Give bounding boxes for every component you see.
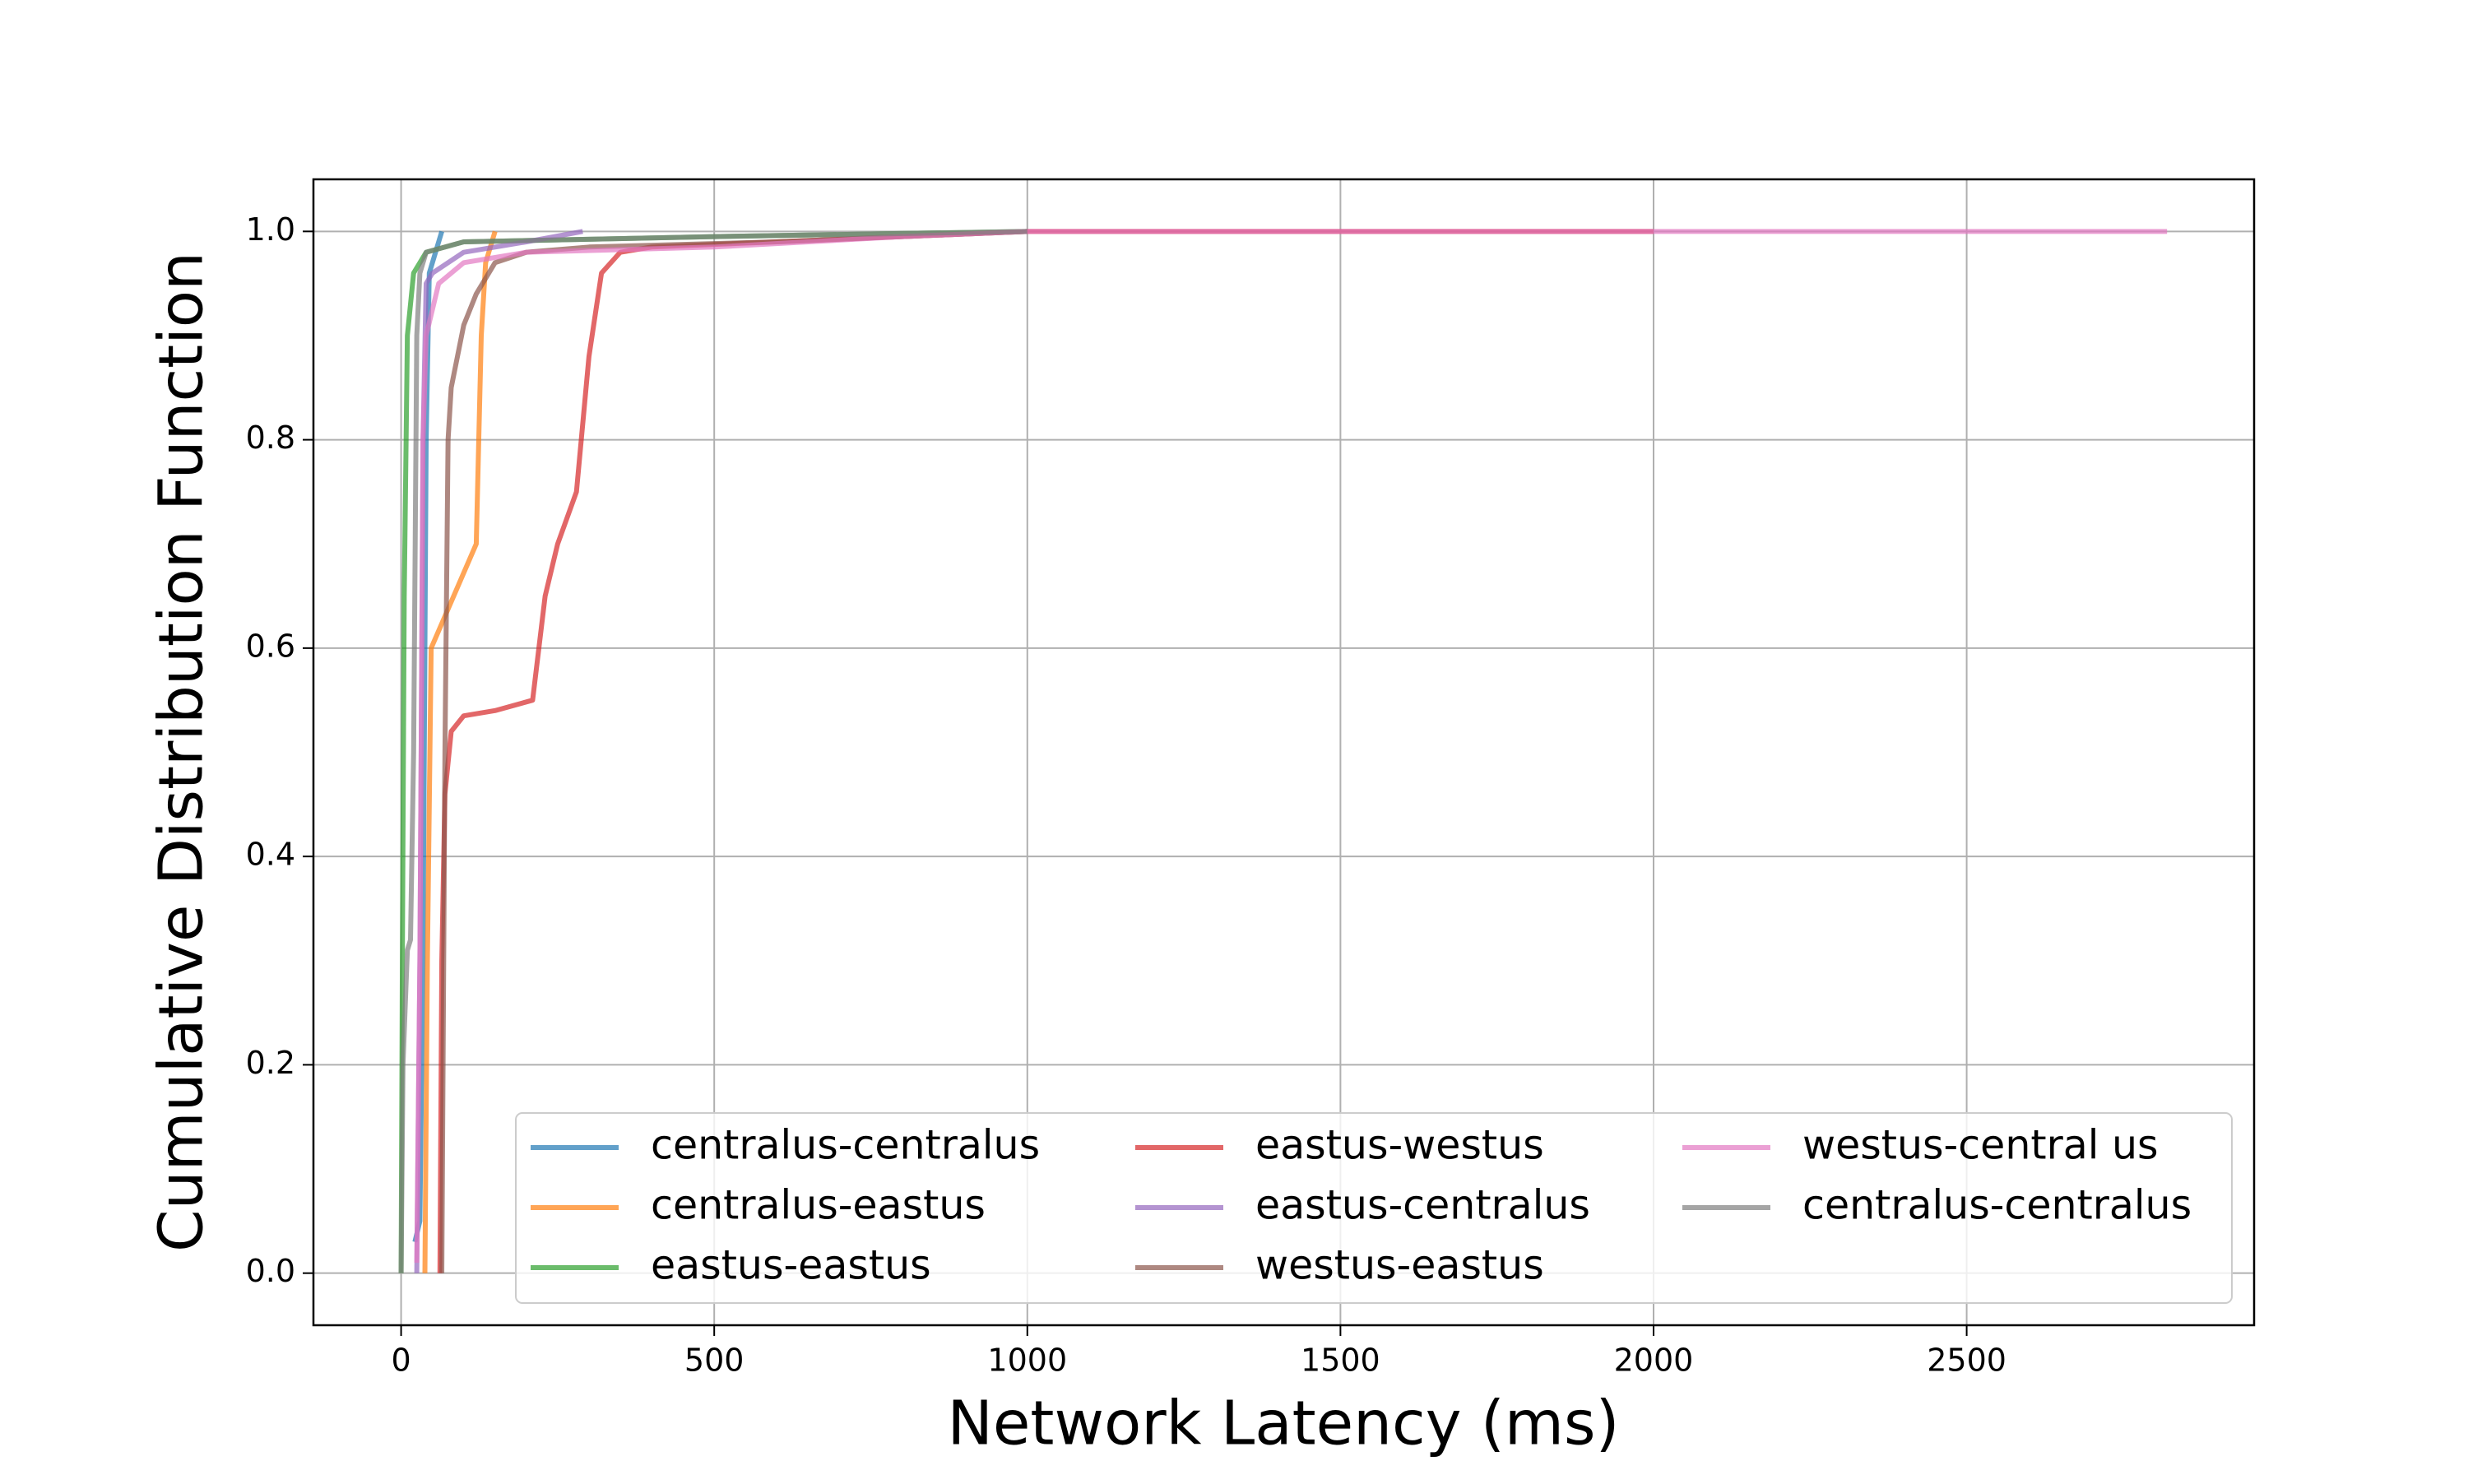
legend-label: eastus-centralus: [1255, 1182, 1590, 1229]
x-tick-label: 1000: [987, 1343, 1067, 1379]
legend-label: westus-central us: [1802, 1122, 2159, 1169]
y-tick-label: 0.0: [246, 1253, 295, 1289]
x-tick-label: 2000: [1614, 1343, 1694, 1379]
x-tick-label: 500: [684, 1343, 745, 1379]
plot-frame: [312, 178, 2256, 1327]
legend-label: centralus-centralus: [651, 1122, 1040, 1169]
y-tick-label: 0.8: [246, 420, 295, 456]
legend: centralus-centralus centralus-eastus eastu…: [515, 1112, 2233, 1304]
legend-label: eastus-eastus: [651, 1242, 931, 1289]
legend-label: centralus-centralus: [1802, 1182, 2192, 1229]
series-line: [414, 229, 2168, 1264]
x-tick-label: 0: [391, 1343, 411, 1379]
y-tick-label: 0.4: [246, 837, 295, 873]
y-axis-label: Cumulative Distribution Function: [146, 252, 217, 1252]
series-line: [422, 230, 498, 1273]
legend-label: centralus-eastus: [651, 1182, 986, 1229]
series-line: [398, 229, 1028, 1273]
x-tick-label: 1500: [1301, 1343, 1380, 1379]
series-line: [439, 229, 1028, 1273]
x-axis-label: Network Latency (ms): [948, 1389, 1620, 1459]
legend-label: westus-eastus: [1255, 1242, 1544, 1289]
legend-box: [515, 1112, 2233, 1304]
series-line: [412, 230, 444, 1243]
legend-label: eastus-westus: [1255, 1122, 1544, 1169]
x-tick-label: 2500: [1927, 1343, 2006, 1379]
y-tick-label: 1.0: [246, 211, 295, 248]
y-tick-label: 0.2: [246, 1045, 295, 1081]
y-tick-label: 0.6: [246, 628, 295, 664]
